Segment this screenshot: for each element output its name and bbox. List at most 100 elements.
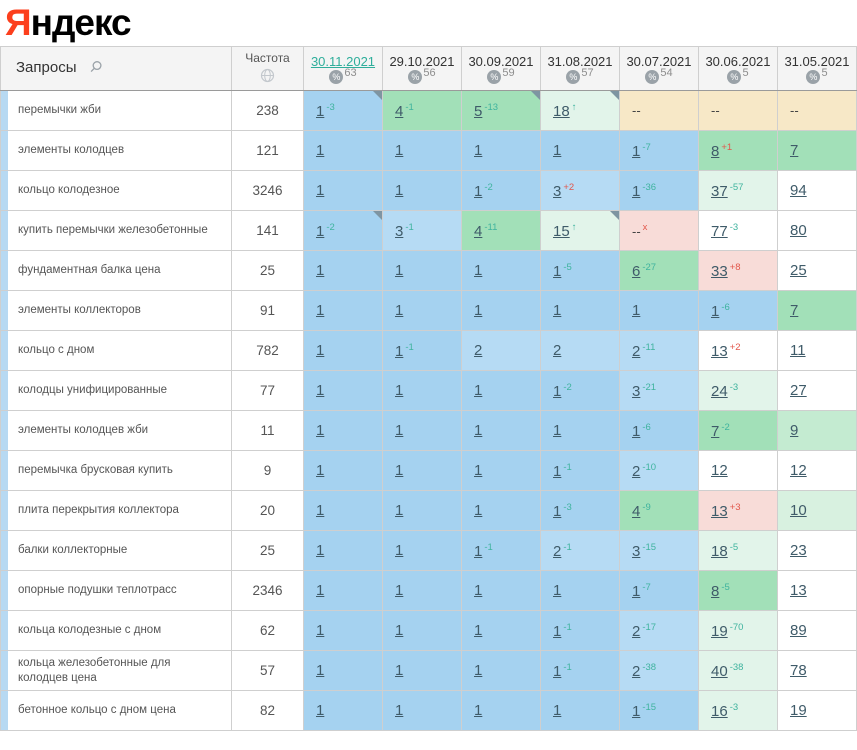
position-link[interactable]: 19 xyxy=(711,622,728,640)
position-link[interactable]: 1 xyxy=(632,422,641,440)
position-link[interactable]: 1 xyxy=(711,302,720,320)
date-link[interactable]: 30.07.2021 xyxy=(626,53,692,69)
position-link[interactable]: 1 xyxy=(395,622,404,639)
position-link[interactable]: 4 xyxy=(395,102,404,120)
position-link[interactable]: 1 xyxy=(553,582,562,599)
position-link[interactable]: 89 xyxy=(790,622,807,639)
position-link[interactable]: 5 xyxy=(474,102,483,120)
position-link[interactable]: 1 xyxy=(553,502,562,520)
position-link[interactable]: 1 xyxy=(632,302,641,319)
keyword-cell[interactable]: элементы колодцев жби xyxy=(0,410,232,451)
position-link[interactable]: 2 xyxy=(632,622,641,640)
position-link[interactable]: 13 xyxy=(711,502,728,520)
keyword-cell[interactable]: купить перемычки железобетонные xyxy=(0,210,232,251)
position-link[interactable]: 1 xyxy=(553,622,562,640)
search-icon[interactable] xyxy=(89,61,103,78)
position-link[interactable]: 13 xyxy=(711,342,728,360)
keyword-cell[interactable]: бетонное кольцо с дном цена xyxy=(0,690,232,731)
position-link[interactable]: 1 xyxy=(316,302,325,319)
position-link[interactable]: 11 xyxy=(790,342,806,359)
position-link[interactable]: 1 xyxy=(316,702,325,719)
position-link[interactable]: 4 xyxy=(474,222,483,240)
position-link[interactable]: 13 xyxy=(790,582,807,599)
position-link[interactable]: 1 xyxy=(553,462,562,480)
keyword-cell[interactable]: кольца колодезные с дном xyxy=(0,610,232,651)
position-link[interactable]: 78 xyxy=(790,662,807,679)
date-link[interactable]: 30.11.2021 xyxy=(310,53,376,69)
position-link[interactable]: 12 xyxy=(790,462,807,479)
position-link[interactable]: 1 xyxy=(632,182,641,200)
position-link[interactable]: 3 xyxy=(632,542,641,560)
position-link[interactable]: 7 xyxy=(790,302,799,319)
position-link[interactable]: 1 xyxy=(395,502,404,519)
position-link[interactable]: 1 xyxy=(316,502,325,519)
position-link[interactable]: 18 xyxy=(711,542,728,560)
position-link[interactable]: 1 xyxy=(316,182,325,199)
position-link[interactable]: 1 xyxy=(553,262,562,280)
position-link[interactable]: 1 xyxy=(395,542,404,559)
position-link[interactable]: 2 xyxy=(632,342,641,360)
position-link[interactable]: 1 xyxy=(632,582,641,600)
position-link[interactable]: 2 xyxy=(632,662,641,680)
position-link[interactable]: 25 xyxy=(790,262,807,279)
position-link[interactable]: 8 xyxy=(711,582,720,600)
position-link[interactable]: 77 xyxy=(711,222,728,240)
position-link[interactable]: 1 xyxy=(395,142,404,159)
position-link[interactable]: 18 xyxy=(553,102,570,120)
position-link[interactable]: 7 xyxy=(790,142,799,159)
position-link[interactable]: 9 xyxy=(790,422,799,439)
position-link[interactable]: 1 xyxy=(395,702,404,719)
position-link[interactable]: 1 xyxy=(395,382,404,399)
keyword-cell[interactable]: перемычка брусковая купить xyxy=(0,450,232,491)
date-link[interactable]: 31.08.2021 xyxy=(547,53,613,69)
position-link[interactable]: 1 xyxy=(316,222,325,240)
position-link[interactable]: 1 xyxy=(395,662,404,679)
date-link[interactable]: 29.10.2021 xyxy=(389,53,455,69)
position-link[interactable]: 1 xyxy=(316,382,325,399)
position-link[interactable]: 1 xyxy=(316,422,325,439)
position-link[interactable]: 1 xyxy=(553,302,562,319)
position-link[interactable]: 2 xyxy=(474,342,483,359)
position-link[interactable]: 1 xyxy=(474,702,483,719)
position-link[interactable]: 1 xyxy=(316,542,325,559)
position-link[interactable]: 1 xyxy=(316,662,325,679)
position-link[interactable]: 1 xyxy=(316,142,325,159)
keyword-cell[interactable]: плита перекрытия коллектора xyxy=(0,490,232,531)
position-link[interactable]: 3 xyxy=(632,382,641,400)
date-link[interactable]: 30.06.2021 xyxy=(705,53,771,69)
position-link[interactable]: 12 xyxy=(711,462,728,479)
position-link[interactable]: 1 xyxy=(474,422,483,439)
keyword-cell[interactable]: кольцо колодезное xyxy=(0,170,232,211)
keyword-cell[interactable]: перемычки жби xyxy=(0,90,232,131)
position-link[interactable]: 1 xyxy=(316,102,325,120)
position-link[interactable]: 1 xyxy=(474,302,483,319)
position-link[interactable]: 24 xyxy=(711,382,728,400)
position-link[interactable]: 1 xyxy=(474,582,483,599)
position-link[interactable]: 1 xyxy=(395,342,404,360)
position-link[interactable]: 1 xyxy=(474,182,483,200)
position-link[interactable]: 4 xyxy=(632,502,641,520)
position-link[interactable]: 23 xyxy=(790,542,807,559)
position-link[interactable]: 1 xyxy=(395,422,404,439)
position-link[interactable]: 1 xyxy=(474,382,483,399)
position-link[interactable]: 1 xyxy=(474,462,483,479)
position-link[interactable]: 40 xyxy=(711,662,728,680)
position-link[interactable]: 1 xyxy=(316,582,325,599)
keyword-cell[interactable]: элементы коллекторов xyxy=(0,290,232,331)
position-link[interactable]: 33 xyxy=(711,262,728,280)
position-link[interactable]: 16 xyxy=(711,702,728,720)
keyword-cell[interactable]: опорные подушки теплотрасс xyxy=(0,570,232,611)
position-link[interactable]: 1 xyxy=(632,702,641,720)
position-link[interactable]: 3 xyxy=(395,222,404,240)
position-link[interactable]: 2 xyxy=(553,542,562,560)
keyword-cell[interactable]: элементы колодцев xyxy=(0,130,232,171)
position-link[interactable]: 8 xyxy=(711,142,720,160)
position-link[interactable]: 2 xyxy=(553,342,562,359)
position-link[interactable]: 1 xyxy=(474,502,483,519)
position-link[interactable]: 1 xyxy=(474,622,483,639)
position-link[interactable]: 1 xyxy=(632,142,641,160)
position-link[interactable]: 1 xyxy=(395,582,404,599)
keyword-cell[interactable]: фундаментная балка цена xyxy=(0,250,232,291)
position-link[interactable]: 2 xyxy=(632,462,641,480)
position-link[interactable]: 1 xyxy=(316,462,325,479)
